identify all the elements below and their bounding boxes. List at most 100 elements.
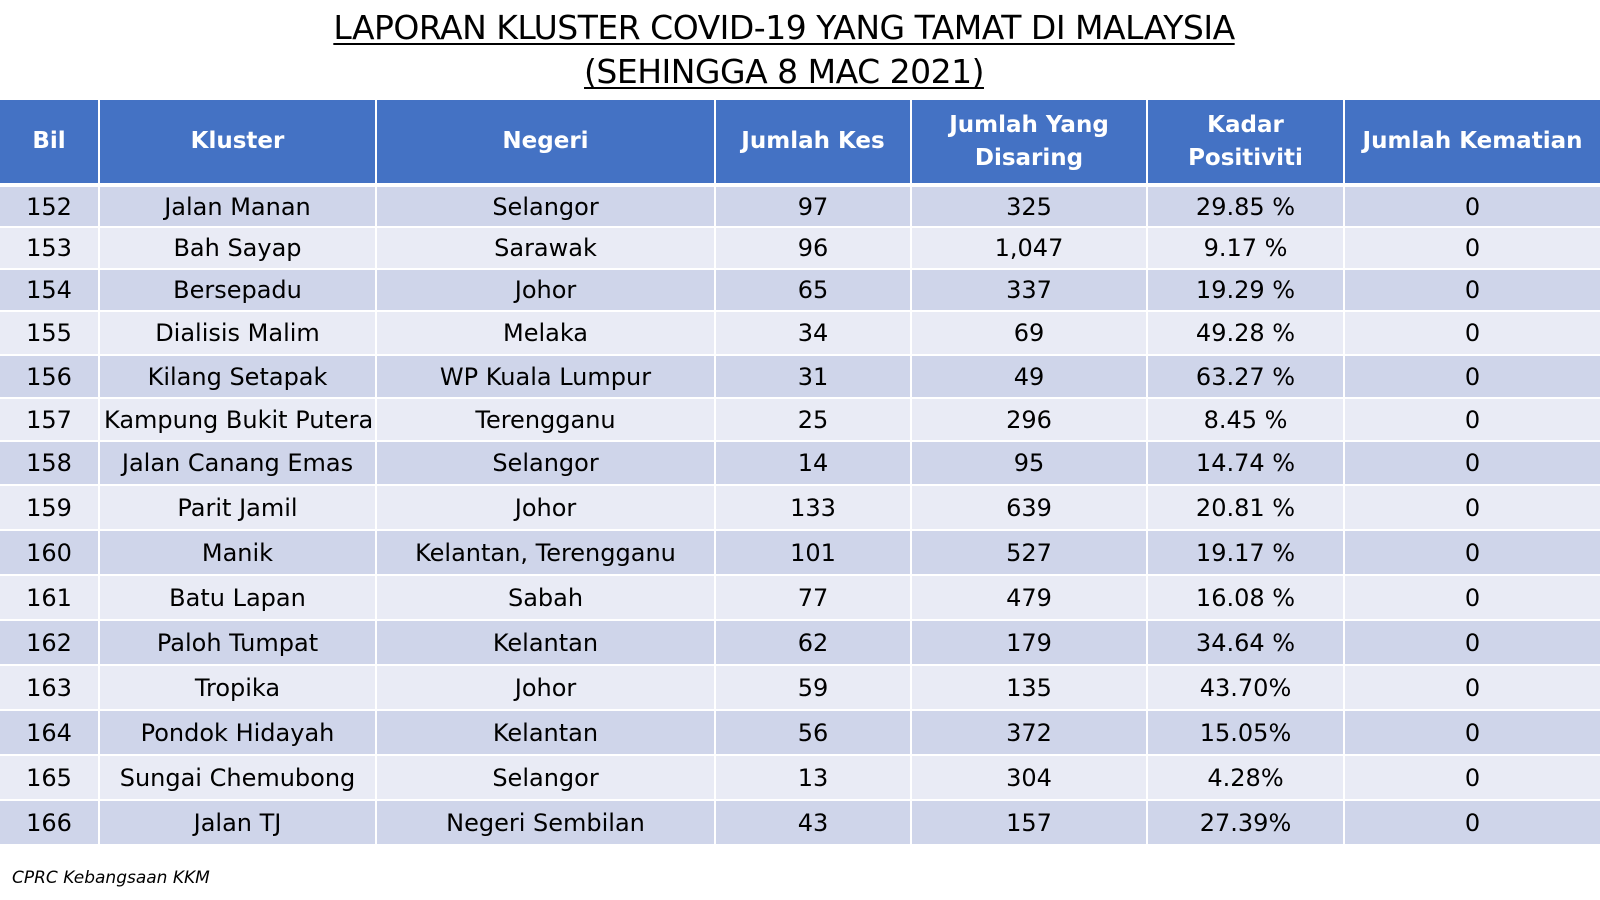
- table-cell: 162: [0, 620, 100, 666]
- table-cell: 164: [0, 710, 100, 756]
- table-cell: 157: [911, 800, 1148, 846]
- header-kadar-positiviti: Kadar Positiviti: [1147, 100, 1345, 187]
- table-cell: 14.74 %: [1147, 441, 1345, 486]
- table-cell: Bah Sayap: [99, 227, 377, 270]
- table-cell: Selangor: [376, 755, 716, 801]
- table-cell: Jalan Canang Emas: [99, 441, 377, 486]
- table-cell: 25: [715, 398, 912, 442]
- header-jumlah-kematian: Jumlah Kematian: [1344, 100, 1600, 187]
- table-cell: 43.70%: [1147, 665, 1345, 711]
- table-row: 158 Jalan Canang Emas Selangor 14 95 14.74 % 0: [0, 441, 1600, 486]
- table-cell: Sabah: [376, 575, 716, 621]
- table-cell: 97: [715, 185, 912, 228]
- table-cell: 27.39%: [1147, 800, 1345, 846]
- table-cell: 96: [715, 227, 912, 270]
- table-cell: 1,047: [911, 227, 1148, 270]
- table-cell: Kelantan: [376, 710, 716, 756]
- table-cell: 14: [715, 441, 912, 486]
- table-cell: 0: [1344, 355, 1600, 399]
- table-cell: 325: [911, 185, 1148, 228]
- table-cell: 20.81 %: [1147, 485, 1345, 531]
- table-cell: Kelantan, Terengganu: [376, 530, 716, 576]
- table-cell: 63.27 %: [1147, 355, 1345, 399]
- table-cell: 29.85 %: [1147, 185, 1345, 228]
- table-cell: 0: [1344, 398, 1600, 442]
- table-cell: 16.08 %: [1147, 575, 1345, 621]
- table-cell: 49: [911, 355, 1148, 399]
- table-cell: Tropika: [99, 665, 377, 711]
- table-row: 153 Bah Sayap Sarawak 96 1,047 9.17 % 0: [0, 227, 1600, 270]
- table-cell: 0: [1344, 710, 1600, 756]
- table-row: 159 Parit Jamil Johor 133 639 20.81 % 0: [0, 485, 1600, 531]
- table-row: 156 Kilang Setapak WP Kuala Lumpur 31 49 63.2…: [0, 355, 1600, 399]
- table-cell: 0: [1344, 575, 1600, 621]
- table-row: 160 Manik Kelantan, Terengganu 101 527 19.17 …: [0, 530, 1600, 576]
- table-cell: 0: [1344, 620, 1600, 666]
- table-cell: 163: [0, 665, 100, 711]
- table-cell: 0: [1344, 530, 1600, 576]
- table-cell: 59: [715, 665, 912, 711]
- table-cell: Melaka: [376, 311, 716, 356]
- table-cell: 95: [911, 441, 1148, 486]
- table-cell: 155: [0, 311, 100, 356]
- cluster-table: Bil Kluster Negeri Jumlah Kes Jumlah Yan…: [0, 100, 1600, 846]
- table-cell: Paloh Tumpat: [99, 620, 377, 666]
- table-cell: 0: [1344, 800, 1600, 846]
- table-cell: 49.28 %: [1147, 311, 1345, 356]
- table-cell: Kilang Setapak: [99, 355, 377, 399]
- table-cell: Manik: [99, 530, 377, 576]
- table-cell: 34.64 %: [1147, 620, 1345, 666]
- title-line-1: LAPORAN KLUSTER COVID-19 YANG TAMAT DI M…: [333, 8, 1235, 47]
- table-cell: Kelantan: [376, 620, 716, 666]
- table-row: 163 Tropika Johor 59 135 43.70% 0: [0, 665, 1600, 711]
- table-row: 155 Dialisis Malim Melaka 34 69 49.28 % 0: [0, 311, 1600, 356]
- table-cell: 13: [715, 755, 912, 801]
- report-title: LAPORAN KLUSTER COVID-19 YANG TAMAT DI M…: [0, 6, 1568, 94]
- table-cell: 62: [715, 620, 912, 666]
- table-row: 152 Jalan Manan Selangor 97 325 29.85 % 0: [0, 185, 1600, 228]
- table-cell: 8.45 %: [1147, 398, 1345, 442]
- table-cell: Pondok Hidayah: [99, 710, 377, 756]
- table-cell: Johor: [376, 485, 716, 531]
- table-cell: Selangor: [376, 441, 716, 486]
- table-cell: Sungai Chemubong: [99, 755, 377, 801]
- table-cell: 165: [0, 755, 100, 801]
- title-line-2: (SEHINGGA 8 MAC 2021): [584, 52, 984, 91]
- table-cell: 156: [0, 355, 100, 399]
- table-cell: 19.17 %: [1147, 530, 1345, 576]
- header-jumlah-disaring: Jumlah Yang Disaring: [911, 100, 1148, 187]
- table-cell: 0: [1344, 311, 1600, 356]
- table-cell: 479: [911, 575, 1148, 621]
- table-cell: Johor: [376, 665, 716, 711]
- table-cell: 77: [715, 575, 912, 621]
- source-note: CPRC Kebangsaan KKM: [12, 868, 210, 888]
- table-cell: Terengganu: [376, 398, 716, 442]
- table-cell: 179: [911, 620, 1148, 666]
- table-row: 166 Jalan TJ Negeri Sembilan 43 157 27.39% 0: [0, 800, 1600, 846]
- table-cell: Negeri Sembilan: [376, 800, 716, 846]
- header-bil: Bil: [0, 100, 100, 187]
- table-cell: 34: [715, 311, 912, 356]
- table-cell: Kampung Bukit Putera: [99, 398, 377, 442]
- table-cell: Batu Lapan: [99, 575, 377, 621]
- table-cell: 9.17 %: [1147, 227, 1345, 270]
- table-cell: 31: [715, 355, 912, 399]
- table-cell: 15.05%: [1147, 710, 1345, 756]
- table-row: 165 Sungai Chemubong Selangor 13 304 4.28% 0: [0, 755, 1600, 801]
- table-cell: 65: [715, 269, 912, 312]
- table-row: 164 Pondok Hidayah Kelantan 56 372 15.05% 0: [0, 710, 1600, 756]
- table-cell: 4.28%: [1147, 755, 1345, 801]
- table-cell: 0: [1344, 185, 1600, 228]
- table-cell: 56: [715, 710, 912, 756]
- table-cell: 135: [911, 665, 1148, 711]
- table-cell: 159: [0, 485, 100, 531]
- table-cell: 101: [715, 530, 912, 576]
- table-row: 154 Bersepadu Johor 65 337 19.29 % 0: [0, 269, 1600, 312]
- table-cell: 43: [715, 800, 912, 846]
- table-cell: Selangor: [376, 185, 716, 228]
- table-row: 161 Batu Lapan Sabah 77 479 16.08 % 0: [0, 575, 1600, 621]
- table-row: 162 Paloh Tumpat Kelantan 62 179 34.64 % 0: [0, 620, 1600, 666]
- table-cell: Jalan TJ: [99, 800, 377, 846]
- table-body: 152 Jalan Manan Selangor 97 325 29.85 % 0 153 Ba…: [0, 185, 1600, 846]
- table-cell: 527: [911, 530, 1148, 576]
